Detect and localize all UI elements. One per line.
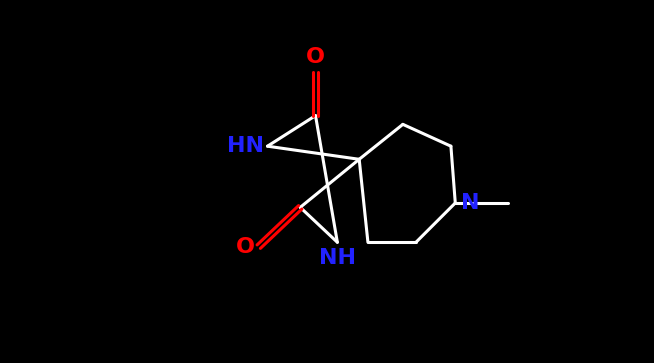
Text: NH: NH [319,248,356,268]
Text: N: N [460,193,479,213]
Text: O: O [236,237,255,257]
Text: O: O [306,47,325,67]
Text: HN: HN [227,136,264,156]
